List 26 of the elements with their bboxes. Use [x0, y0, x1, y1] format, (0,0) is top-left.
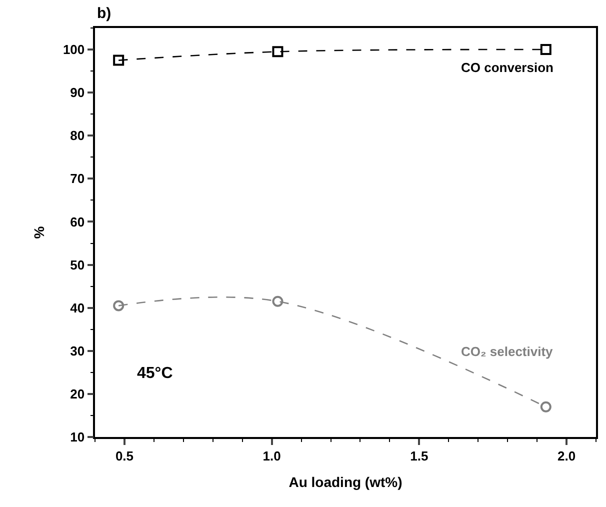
annotation: 45°C — [137, 365, 174, 382]
y-tick-label: 20 — [70, 386, 85, 402]
x-tick-label: 2.0 — [557, 448, 576, 464]
x-axis-title: Au loading (wt%) — [288, 474, 402, 490]
x-tick-label: 0.5 — [115, 448, 134, 464]
y-tick-label: 90 — [70, 85, 85, 100]
point — [540, 44, 552, 56]
y-tick-label: 30 — [70, 343, 85, 358]
text: b) — [97, 5, 112, 22]
point — [113, 300, 124, 312]
y-tick-label: 40 — [70, 300, 85, 316]
point — [272, 296, 284, 307]
series-label: CO₂ selectivity — [461, 344, 554, 359]
point — [272, 46, 284, 58]
y-tick-label: 70 — [70, 171, 85, 186]
y-axis-title: % — [31, 226, 48, 239]
series-label: CO conversion — [461, 60, 554, 75]
y-tick-label: 80 — [70, 128, 85, 144]
x-tick-label: 1.0 — [262, 448, 281, 464]
y-tick-label: 60 — [70, 214, 85, 230]
y-tick-label: 10 — [70, 430, 85, 445]
y-tick-label: 100 — [62, 42, 85, 58]
y-tick-label: 50 — [70, 257, 85, 272]
point — [113, 54, 124, 66]
point — [540, 401, 552, 412]
x-tick-label: 1.5 — [410, 448, 428, 464]
